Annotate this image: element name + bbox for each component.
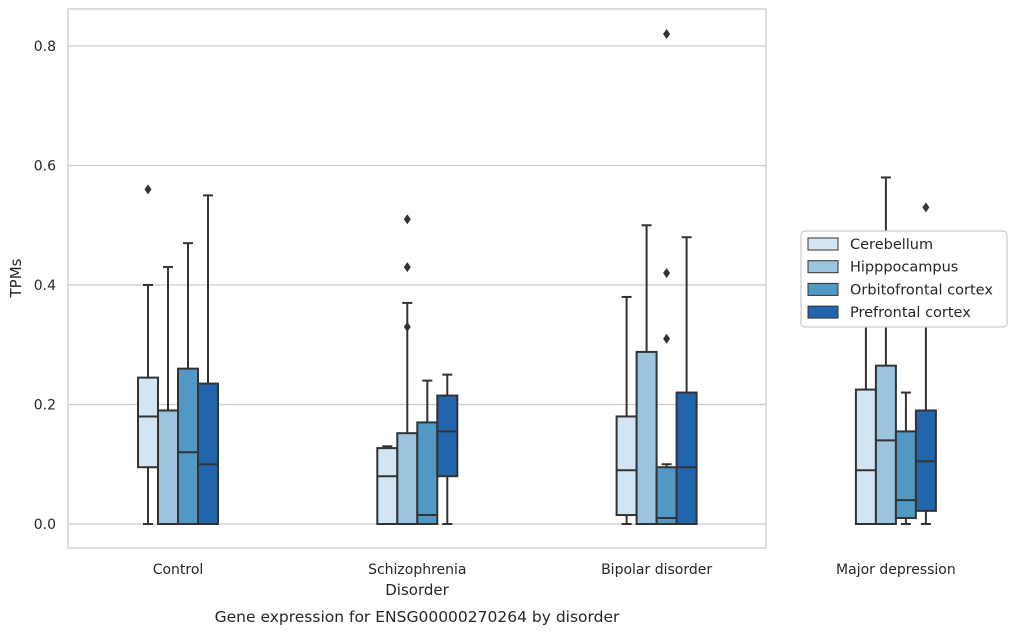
outlier-point: [403, 214, 411, 225]
box-orbitofrontal-cortex: [655, 29, 678, 525]
y-tick-label: 0.6: [34, 159, 56, 175]
outlier-point: [922, 202, 930, 213]
box-prefrontal-cortex: [436, 373, 459, 525]
y-tick-label: 0.4: [34, 278, 56, 294]
box-body: [177, 367, 199, 525]
box-body: [635, 350, 658, 526]
x-axis-label: Disorder: [385, 581, 449, 599]
chart-caption: Gene expression for ENSG00000270264 by d…: [215, 608, 620, 626]
outlier-point: [663, 29, 671, 40]
box-body: [157, 409, 179, 526]
box-hipppocampus: [635, 224, 658, 526]
box-cerebellum: [376, 445, 399, 525]
outlier-point: [663, 268, 671, 279]
box-prefrontal-cortex: [197, 194, 219, 525]
legend-swatch: [807, 282, 839, 296]
x-tick-label: Bipolar disorder: [601, 562, 712, 578]
box-body: [376, 447, 399, 525]
box-hipppocampus: [157, 266, 179, 526]
box-body: [655, 466, 678, 525]
legend-frame: [800, 230, 1008, 328]
legend-label: Hipppocampus: [850, 260, 958, 276]
legend-label: Cerebellum: [850, 237, 933, 253]
box-body: [197, 382, 219, 525]
legend-label: Orbitofrontal cortex: [850, 282, 993, 298]
box-body: [137, 376, 159, 469]
outlier-point: [663, 333, 671, 344]
box-body: [396, 432, 419, 525]
legend-swatch: [807, 260, 839, 274]
box-hipppocampus: [874, 176, 897, 525]
legend: Cerebellum Hipppocampus Orbitofrontal cort…: [800, 230, 1008, 328]
y-axis-label: TPMs: [7, 258, 25, 298]
y-tick-label: 0.0: [34, 517, 56, 533]
boxes: [137, 29, 937, 526]
box-body: [675, 391, 698, 525]
x-tick-label: Major depression: [836, 562, 956, 578]
x-tick-label: Control: [153, 562, 204, 578]
box-orbitofrontal-cortex: [416, 379, 439, 525]
plot-frame: [67, 8, 767, 549]
legend-label: Prefrontal cortex: [850, 305, 971, 321]
x-tick-label: Schizophrenia: [368, 562, 466, 578]
y-tick-labels: 0.0 0.2 0.4 0.6 0.8: [34, 39, 56, 533]
box-body: [436, 394, 459, 478]
outlier-point: [403, 262, 411, 273]
outlier-point: [144, 184, 152, 195]
y-tick-label: 0.2: [34, 398, 56, 414]
y-tick-label: 0.8: [34, 39, 56, 55]
box-body: [894, 430, 917, 520]
box-prefrontal-cortex: [675, 236, 698, 525]
box-body: [854, 388, 877, 525]
x-tick-labels: Control Schizophrenia Bipolar disorder Majo…: [153, 562, 956, 578]
outlier-point: [403, 321, 411, 332]
legend-swatch: [807, 237, 839, 251]
box-cerebellum: [137, 184, 159, 525]
box-body: [416, 421, 439, 525]
legend-swatch: [807, 305, 839, 319]
box-body: [874, 364, 897, 525]
box-cerebellum: [615, 295, 638, 525]
box-hipppocampus: [396, 214, 419, 525]
box-body: [615, 415, 638, 517]
